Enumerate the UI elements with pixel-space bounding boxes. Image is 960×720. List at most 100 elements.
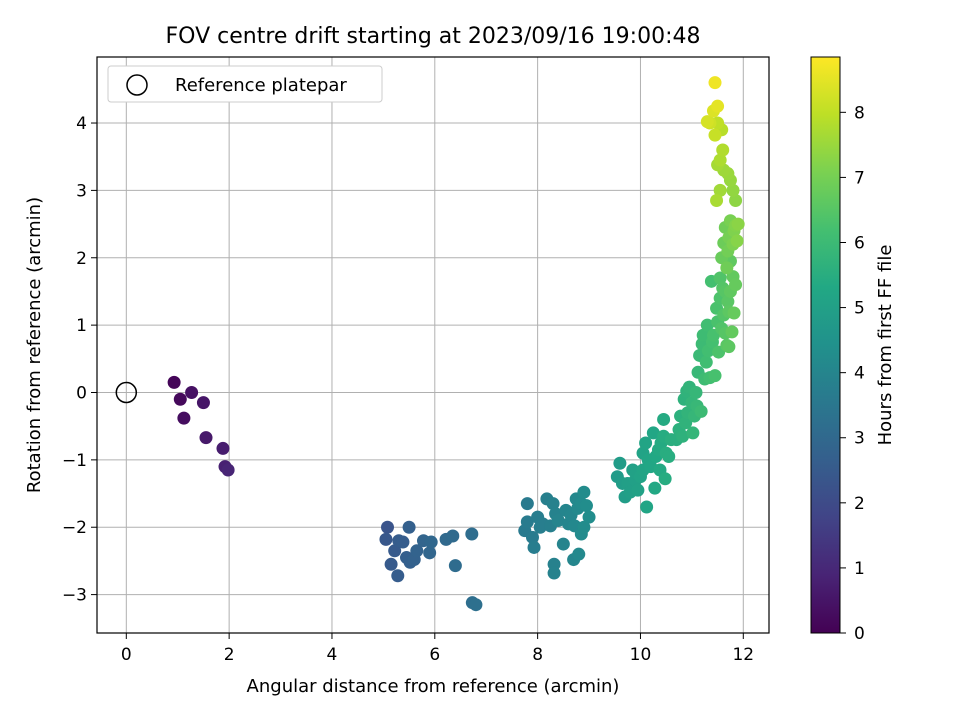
data-point <box>729 278 743 292</box>
x-axis: 0 2 4 6 8 10 12 <box>121 633 754 665</box>
data-point <box>196 396 210 410</box>
data-point <box>679 416 693 430</box>
data-point <box>384 557 398 571</box>
data-point <box>713 153 727 167</box>
colorbar-tick-label: 0 <box>854 624 865 644</box>
data-point <box>423 546 437 560</box>
data-point <box>696 328 710 342</box>
colorbar-ticks: 0 1 2 3 4 5 6 7 8 <box>840 103 865 644</box>
data-point <box>546 497 560 511</box>
legend-reference-icon <box>126 74 148 96</box>
data-point <box>177 411 191 425</box>
x-axis-label: Angular distance from reference (arcmin) <box>247 676 620 697</box>
data-point <box>465 527 479 541</box>
data-point <box>726 183 740 197</box>
data-point <box>699 355 713 369</box>
y-tick-label: −2 <box>62 518 87 538</box>
data-point <box>396 535 410 549</box>
data-point <box>216 441 230 455</box>
data-point <box>708 369 722 383</box>
data-point <box>424 535 438 549</box>
data-point <box>730 234 744 248</box>
y-tick-label: 4 <box>76 114 87 134</box>
colorbar-tick-label: 8 <box>854 103 865 123</box>
y-tick-label: −3 <box>62 586 87 606</box>
data-point <box>689 385 703 399</box>
data-point <box>713 183 727 197</box>
data-point <box>185 385 199 399</box>
data-point <box>716 143 730 157</box>
data-point <box>410 544 424 558</box>
colorbar-tick-label: 2 <box>854 494 865 514</box>
colorbar: 0 1 2 3 4 5 6 7 8 Hours from first FF file <box>810 56 896 644</box>
data-point <box>380 520 394 534</box>
data-point <box>551 513 565 527</box>
legend-box <box>107 65 383 103</box>
x-tick-label: 8 <box>532 645 543 665</box>
data-point <box>388 544 402 558</box>
colorbar-gradient <box>810 56 841 634</box>
x-tick-label: 2 <box>224 645 235 665</box>
data-point <box>720 261 734 275</box>
colorbar-tick-label: 5 <box>854 299 865 319</box>
data-point <box>639 436 653 450</box>
data-point <box>710 193 724 207</box>
data-point <box>725 325 739 339</box>
data-point <box>731 217 745 231</box>
x-tick-label: 6 <box>429 645 440 665</box>
x-tick-label: 10 <box>630 645 652 665</box>
data-point <box>694 404 708 418</box>
data-point <box>713 271 727 285</box>
data-point <box>700 115 714 129</box>
colorbar-tick-label: 3 <box>854 429 865 449</box>
legend: Reference platepar <box>107 65 383 103</box>
data-point <box>727 306 741 320</box>
data-point <box>379 532 393 546</box>
reference-marker <box>115 381 138 404</box>
data-point <box>648 481 662 495</box>
chart-title: FOV centre drift starting at 2023/09/16 … <box>166 24 701 49</box>
data-point <box>520 497 534 511</box>
y-tick-label: −1 <box>62 451 87 471</box>
y-tick-label: 3 <box>76 181 87 201</box>
data-points <box>167 76 745 612</box>
data-point <box>520 515 534 529</box>
data-point <box>708 76 722 90</box>
data-point <box>547 566 561 580</box>
data-point <box>167 375 181 389</box>
data-point <box>173 392 187 406</box>
colorbar-tick-label: 6 <box>854 233 865 253</box>
grid <box>97 57 769 633</box>
data-point <box>646 426 660 440</box>
data-point <box>577 485 591 499</box>
data-point <box>448 559 462 573</box>
data-point <box>391 569 405 583</box>
y-tick-label: 0 <box>76 383 87 403</box>
data-point <box>686 426 700 440</box>
data-point <box>708 128 722 142</box>
y-tick-label: 2 <box>76 249 87 269</box>
data-point <box>729 193 743 207</box>
data-point <box>579 499 593 513</box>
x-tick-label: 4 <box>327 645 338 665</box>
data-point <box>469 598 483 612</box>
x-tick-label: 12 <box>732 645 754 665</box>
data-point <box>662 449 676 463</box>
data-point <box>711 99 725 113</box>
data-point <box>446 529 460 543</box>
data-point <box>631 483 645 497</box>
legend-entry-label: Reference platepar <box>175 75 347 96</box>
data-point <box>577 520 591 534</box>
colorbar-tick-label: 7 <box>854 168 865 188</box>
data-point <box>199 431 213 445</box>
plot-frame <box>96 56 770 634</box>
data-point <box>402 520 416 534</box>
data-point <box>657 412 671 426</box>
data-point <box>556 537 570 551</box>
data-point <box>221 463 235 477</box>
data-point <box>525 530 539 544</box>
y-axis: −3 −2 −1 0 1 2 3 4 <box>62 114 97 606</box>
colorbar-tick-label: 4 <box>854 364 865 384</box>
data-point <box>572 547 586 561</box>
